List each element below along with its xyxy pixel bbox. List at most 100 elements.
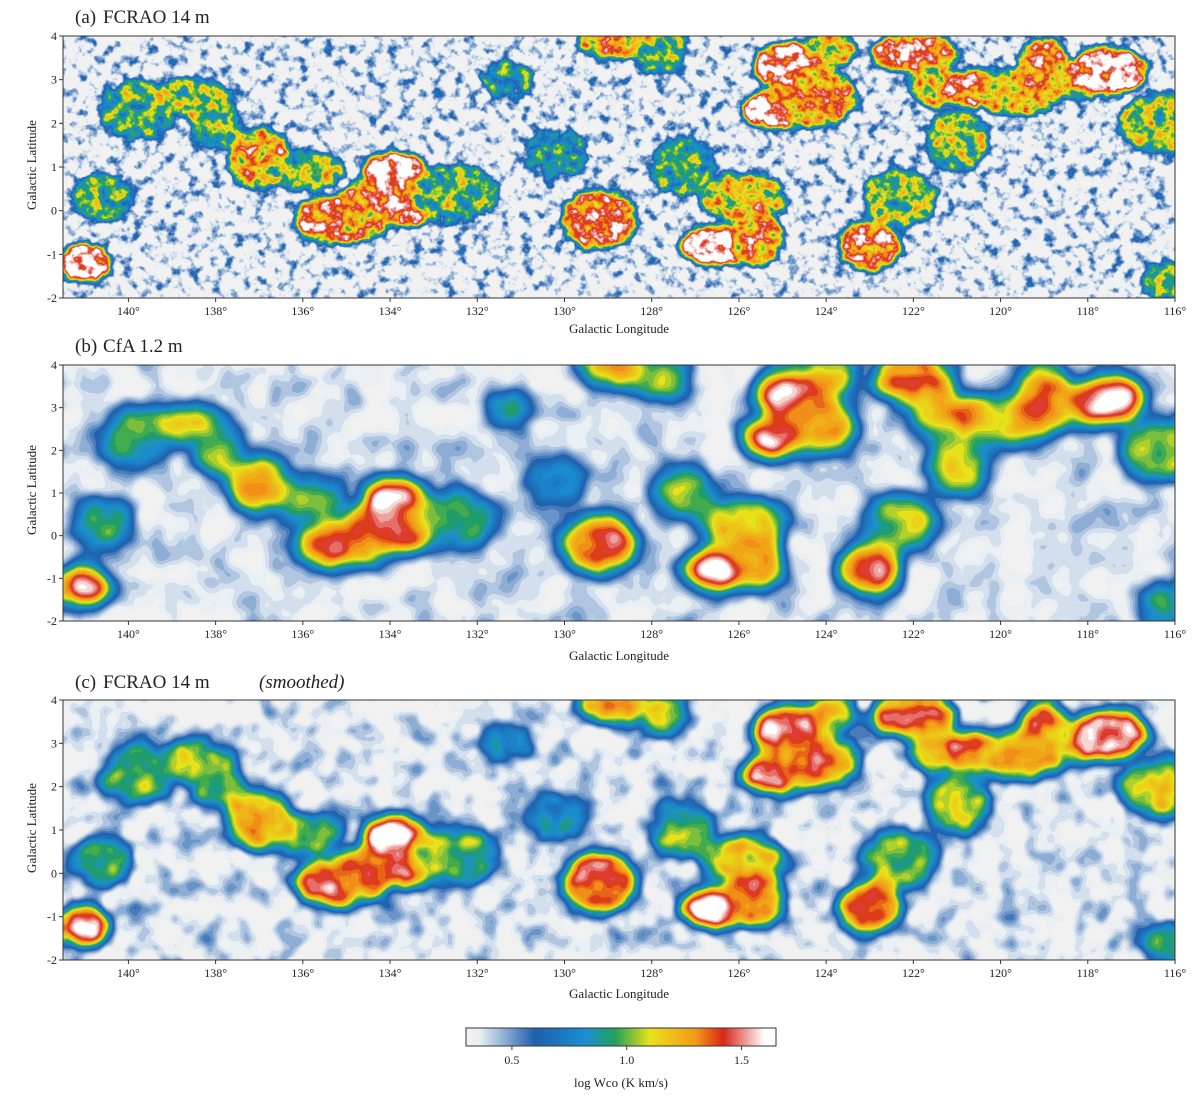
x-tick-label: 128°: [640, 966, 663, 980]
panel-c-xlabel: Galactic Longitude: [569, 986, 669, 1001]
emission-clump: [1071, 709, 1148, 760]
panel-b-letter: (b): [75, 336, 97, 357]
panel-c-letter: (c): [75, 672, 96, 693]
x-tick-label: 120°: [989, 304, 1012, 318]
x-tick-label: 134°: [379, 304, 402, 318]
emission-clump: [769, 394, 858, 455]
emission-clump: [63, 243, 111, 284]
y-tick-label: 4: [51, 693, 57, 707]
x-tick-label: 140°: [117, 966, 140, 980]
panel-a-ylabel: Galactic Latitude: [24, 120, 39, 210]
colorbar-tick-label: 1.5: [734, 1053, 749, 1067]
y-tick-label: -1: [47, 910, 57, 924]
emission-clump: [1140, 922, 1175, 960]
x-tick-label: 132°: [466, 627, 489, 641]
panel-a-title: FCRAO 14 m: [103, 7, 210, 28]
emission-clump: [269, 477, 346, 518]
emission-clump: [804, 36, 857, 70]
panel-a-xlabel: Galactic Longitude: [569, 321, 669, 336]
emission-clump: [63, 905, 111, 946]
emission-clump: [837, 220, 902, 271]
emission-clump: [189, 761, 242, 812]
emission-clump: [837, 544, 902, 595]
x-tick-label: 130°: [553, 627, 576, 641]
emission-clump: [411, 488, 500, 549]
emission-clump: [730, 531, 783, 592]
emission-clump: [837, 883, 902, 933]
x-tick-label: 124°: [815, 966, 838, 980]
x-tick-label: 122°: [902, 966, 925, 980]
colorbar-gradient: [465, 1027, 777, 1047]
heatmap-field: [63, 700, 1175, 960]
emission-clump: [1071, 374, 1148, 425]
emission-clump: [481, 59, 534, 100]
emission-clump: [924, 774, 989, 834]
x-tick-label: 128°: [640, 304, 663, 318]
emission-clump: [804, 700, 857, 733]
colorbar: 0.5 1.0 1.5 log Wco (K km/s): [465, 1027, 777, 1090]
y-tick-label: 0: [51, 866, 57, 880]
emission-clump: [411, 163, 500, 224]
x-tick-label: 120°: [989, 966, 1012, 980]
emission-clump: [70, 172, 135, 223]
x-tick-label: 136°: [291, 304, 314, 318]
emission-clump: [650, 800, 715, 860]
emission-clump: [804, 365, 857, 398]
panel-b-xlabel: Galactic Longitude: [569, 648, 669, 663]
panel-b-ylabel: Galactic Latitude: [24, 445, 39, 535]
x-tick-label: 118°: [1077, 304, 1100, 318]
heatmap-field: [63, 365, 1175, 621]
x-tick-label: 134°: [379, 627, 402, 641]
emission-clump: [269, 151, 346, 192]
y-tick-label: 0: [51, 204, 57, 218]
emission-clump: [1071, 45, 1148, 96]
x-tick-label: 126°: [728, 627, 751, 641]
x-tick-label: 126°: [728, 966, 751, 980]
x-tick-label: 136°: [291, 966, 314, 980]
heatmap-field: [63, 36, 1175, 298]
panel-a: (a) FCRAO 14 m Galactic Longitude Galact…: [24, 7, 1187, 336]
emission-clump: [730, 869, 783, 930]
x-tick-label: 116°: [1164, 966, 1187, 980]
x-tick-label: 116°: [1164, 304, 1187, 318]
x-tick-label: 122°: [902, 627, 925, 641]
emission-clump: [523, 455, 588, 506]
emission-clump: [650, 463, 715, 523]
panel-b: (b) CfA 1.2 m Galactic Longitude Galacti…: [24, 336, 1187, 663]
y-tick-label: -1: [47, 247, 57, 261]
y-tick-label: 2: [51, 443, 57, 457]
y-tick-label: 3: [51, 736, 57, 750]
y-tick-label: -2: [47, 953, 57, 967]
x-tick-label: 130°: [553, 966, 576, 980]
emission-clump: [1140, 260, 1175, 298]
emission-clump: [411, 826, 500, 886]
y-tick-label: -1: [47, 571, 57, 585]
emission-clump: [481, 387, 534, 428]
x-tick-label: 120°: [989, 627, 1012, 641]
emission-clump: [769, 67, 858, 128]
x-tick-label: 126°: [728, 304, 751, 318]
emission-clump: [481, 723, 534, 764]
x-tick-label: 128°: [640, 627, 663, 641]
emission-clump: [862, 167, 939, 228]
x-tick-label: 116°: [1164, 627, 1187, 641]
emission-clump: [70, 497, 135, 548]
y-tick-label: 4: [51, 29, 57, 43]
x-tick-label: 118°: [1077, 627, 1100, 641]
emission-clump: [634, 700, 687, 738]
x-tick-label: 138°: [204, 966, 227, 980]
y-tick-label: 3: [51, 401, 57, 415]
y-tick-label: 1: [51, 823, 57, 837]
x-tick-label: 124°: [815, 627, 838, 641]
colorbar-tick-label: 1.0: [619, 1053, 634, 1067]
panel-a-letter: (a): [75, 7, 96, 28]
x-tick-label: 122°: [902, 304, 925, 318]
emission-clump: [1140, 583, 1175, 621]
y-tick-label: 1: [51, 486, 57, 500]
x-tick-label: 124°: [815, 304, 838, 318]
x-tick-label: 132°: [466, 966, 489, 980]
panel-c: (c) FCRAO 14 m (smoothed) Galactic Longi…: [24, 672, 1187, 1001]
emission-clump: [650, 137, 715, 197]
x-tick-label: 136°: [291, 627, 314, 641]
